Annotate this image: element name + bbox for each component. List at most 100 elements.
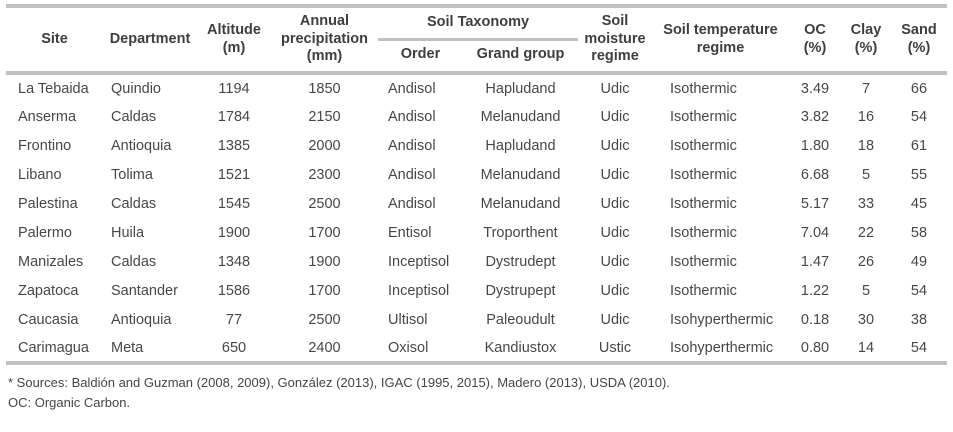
cell-moisture: Udic	[600, 166, 630, 183]
table-row: Frontino Antioquia 1385 2000 Andisol Hapludan…	[6, 131, 947, 160]
cell-site: Manizales	[18, 253, 84, 270]
cell-moisture: Udic	[600, 253, 630, 270]
cell-department: Antioquia	[111, 137, 172, 154]
column-header-soil-taxonomy: Soil Taxonomy	[378, 6, 578, 42]
cell-grand-group: Paleoudult	[486, 311, 555, 328]
cell-department: Santander	[111, 282, 178, 299]
cell-sand: 58	[910, 224, 928, 241]
cell-sand: 54	[910, 339, 928, 356]
soil-properties-table: Site Department Altitude (m) Annual prec…	[6, 4, 947, 365]
cell-department: Meta	[111, 339, 144, 356]
cell-oc: 6.68	[800, 166, 830, 183]
table-row: Palestina Caldas 1545 2500 Andisol Melanudand…	[6, 189, 947, 218]
cell-moisture: Ustic	[598, 339, 632, 356]
cell-order: Andisol	[388, 80, 436, 97]
cell-site: Zapatoca	[18, 282, 79, 299]
cell-order: Ultisol	[388, 311, 428, 328]
column-header-grand-group: Grand group	[476, 45, 565, 62]
cell-department: Caldas	[111, 108, 157, 125]
cell-precipitation: 2500	[308, 311, 341, 328]
cell-altitude: 650	[221, 339, 247, 356]
cell-clay: 7	[861, 80, 871, 97]
table-footnotes: * Sources: Baldión and Guzman (2008, 200…	[6, 374, 947, 411]
cell-moisture: Udic	[600, 80, 630, 97]
cell-temperature: Isothermic	[670, 224, 737, 241]
cell-sand: 45	[910, 195, 928, 212]
cell-site: Libano	[18, 166, 62, 183]
cell-temperature: Isothermic	[670, 282, 737, 299]
cell-department: Caldas	[111, 195, 157, 212]
cell-altitude: 1545	[217, 195, 251, 212]
cell-temperature: Isothermic	[670, 166, 737, 183]
cell-temperature: Isohyperthermic	[670, 339, 774, 356]
cell-grand-group: Troporthent	[483, 224, 558, 241]
cell-grand-group: Kandiustox	[484, 339, 557, 356]
cell-clay: 18	[857, 137, 875, 154]
cell-site: Palermo	[18, 224, 72, 241]
footnote-oc: OC: Organic Carbon.	[8, 394, 131, 410]
cell-order: Entisol	[388, 224, 432, 241]
cell-order: Andisol	[388, 195, 436, 212]
cell-precipitation: 2150	[308, 108, 341, 125]
cell-temperature: Isothermic	[670, 253, 737, 270]
column-header-moisture-regime: Soil moisture regime	[584, 13, 646, 65]
cell-order: Andisol	[388, 166, 436, 183]
cell-department: Antioquia	[111, 311, 172, 328]
cell-moisture: Udic	[600, 311, 630, 328]
cell-oc: 7.04	[800, 224, 830, 241]
cell-oc: 1.22	[800, 282, 830, 299]
cell-clay: 33	[857, 195, 875, 212]
column-header-clay: Clay (%)	[850, 21, 882, 56]
table-header: Site Department Altitude (m) Annual prec…	[6, 6, 947, 74]
cell-sand: 54	[910, 108, 928, 125]
cell-clay: 16	[857, 108, 875, 125]
column-header-altitude: Altitude (m)	[207, 21, 261, 56]
table-row: Palermo Huila 1900 1700 Entisol Troporthent Ud…	[6, 218, 947, 247]
table-row: Zapatoca Santander 1586 1700 Inceptisol Dystr…	[6, 276, 947, 305]
column-header-sand: Sand (%)	[901, 21, 937, 56]
table-row: La Tebaida Quindio 1194 1850 Andisol Hapludan…	[6, 73, 947, 102]
cell-oc: 3.49	[800, 80, 830, 97]
cell-oc: 5.17	[800, 195, 830, 212]
cell-oc: 1.47	[800, 253, 830, 270]
cell-altitude: 1900	[217, 224, 251, 241]
cell-oc: 0.80	[800, 339, 830, 356]
cell-altitude: 1521	[217, 166, 251, 183]
table-row: Anserma Caldas 1784 2150 Andisol Melanudand Ud…	[6, 102, 947, 131]
header-row-main: Site Department Altitude (m) Annual prec…	[6, 6, 947, 64]
cell-moisture: Udic	[600, 137, 630, 154]
table-row: Libano Tolima 1521 2300 Andisol Melanudand Udi…	[6, 160, 947, 189]
cell-altitude: 1194	[218, 80, 250, 97]
header-row-sub: Order Grand group	[6, 40, 947, 74]
cell-altitude: 1348	[217, 253, 251, 270]
cell-sand: 38	[910, 311, 928, 328]
cell-sand: 55	[910, 166, 928, 183]
cell-site: Palestina	[18, 195, 78, 212]
cell-clay: 26	[857, 253, 875, 270]
cell-department: Caldas	[111, 253, 157, 270]
cell-clay: 5	[861, 166, 871, 183]
cell-precipitation: 1850	[308, 80, 341, 97]
cell-department: Quindio	[111, 80, 161, 97]
table-body: La Tebaida Quindio 1194 1850 Andisol Hapludan…	[6, 73, 947, 364]
cell-precipitation: 2000	[308, 137, 341, 154]
column-header-oc: OC (%)	[803, 21, 827, 56]
table-row: Manizales Caldas 1348 1900 Inceptisol Dystrud…	[6, 247, 947, 276]
cell-altitude: 1586	[217, 282, 251, 299]
cell-site: Carimagua	[18, 339, 89, 356]
cell-department: Tolima	[111, 166, 153, 183]
cell-clay: 30	[857, 311, 875, 328]
column-header-temperature-regime: Soil temperature regime	[663, 21, 778, 56]
cell-temperature: Isothermic	[670, 195, 737, 212]
cell-temperature: Isothermic	[670, 137, 737, 154]
cell-grand-group: Dystrudept	[485, 253, 556, 270]
cell-order: Oxisol	[388, 339, 429, 356]
cell-altitude: 77	[225, 311, 243, 328]
cell-order: Andisol	[388, 108, 436, 125]
column-header-precipitation: Annual precipitation (mm)	[280, 13, 368, 65]
cell-moisture: Udic	[600, 224, 630, 241]
cell-moisture: Udic	[600, 282, 630, 299]
cell-department: Huila	[111, 224, 145, 241]
cell-precipitation: 2400	[308, 339, 341, 356]
